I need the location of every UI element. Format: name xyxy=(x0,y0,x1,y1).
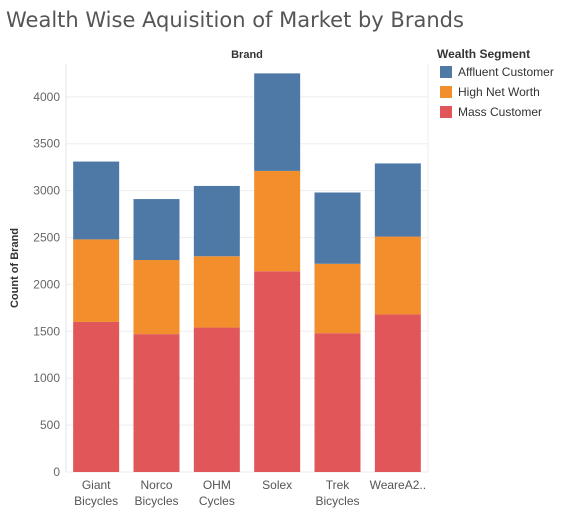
x-tick-label: Bicycles xyxy=(74,494,118,508)
x-tick-label: Bicycles xyxy=(134,494,178,508)
bars xyxy=(73,73,421,472)
bar-segment xyxy=(73,161,120,240)
bar-segment xyxy=(73,239,120,322)
bar-segment xyxy=(133,260,180,335)
y-tick-label: 500 xyxy=(40,418,60,432)
bar-segment xyxy=(314,263,361,334)
legend: Wealth Segment Affluent Customer High Net… xyxy=(437,47,554,119)
column-header: Brand xyxy=(231,49,263,61)
x-tick-label: WeareA2.. xyxy=(370,478,426,492)
y-tick-label: 4000 xyxy=(33,90,60,104)
bar-segment xyxy=(193,256,240,328)
y-tick-label: 1000 xyxy=(33,371,60,385)
y-axis-title: Count of Brand xyxy=(9,228,21,308)
legend-swatch xyxy=(440,106,452,118)
bar-segment xyxy=(133,199,180,261)
legend-swatch xyxy=(440,86,452,98)
legend-item-label: High Net Worth xyxy=(458,85,540,99)
legend-item-label: Affluent Customer xyxy=(458,65,554,79)
bar-segment xyxy=(193,185,240,257)
chart-title: Wealth Wise Aquisition of Market by Bran… xyxy=(6,8,464,32)
x-tick-label: Bicycles xyxy=(315,494,359,508)
x-tick-label: Norco xyxy=(140,478,172,492)
bar-segment xyxy=(374,163,421,237)
gridlines xyxy=(66,96,428,473)
y-tick-label: 3500 xyxy=(33,137,60,151)
bar-segment xyxy=(73,321,120,472)
x-tick-label: Cycles xyxy=(199,494,235,508)
legend-title: Wealth Segment xyxy=(437,47,530,61)
y-tick-label: 0 xyxy=(53,465,60,479)
x-tick-label: OHM xyxy=(203,478,231,492)
x-tick-label: Trek xyxy=(326,478,351,492)
legend-swatch xyxy=(440,66,452,78)
axes: 0 500 1000 1500 2000 2500 3000 3500 4000 Giant Bic… xyxy=(33,64,429,508)
bar-segment xyxy=(374,236,421,315)
bar-segment xyxy=(254,73,301,171)
x-tick-label: Solex xyxy=(262,478,292,492)
y-tick-label: 3000 xyxy=(33,184,60,198)
y-tick-label: 2000 xyxy=(33,277,60,291)
bar-segment xyxy=(374,314,421,472)
x-tick-label: Giant xyxy=(82,478,111,492)
bar-segment xyxy=(314,192,361,264)
legend-item-label: Mass Customer xyxy=(458,105,542,119)
bar-segment xyxy=(193,327,240,472)
bar-segment xyxy=(254,170,301,272)
bar-segment xyxy=(314,333,361,472)
y-tick-label: 2500 xyxy=(33,231,60,245)
bar-segment xyxy=(133,334,180,472)
bar-segment xyxy=(254,271,301,472)
y-tick-label: 1500 xyxy=(33,324,60,338)
